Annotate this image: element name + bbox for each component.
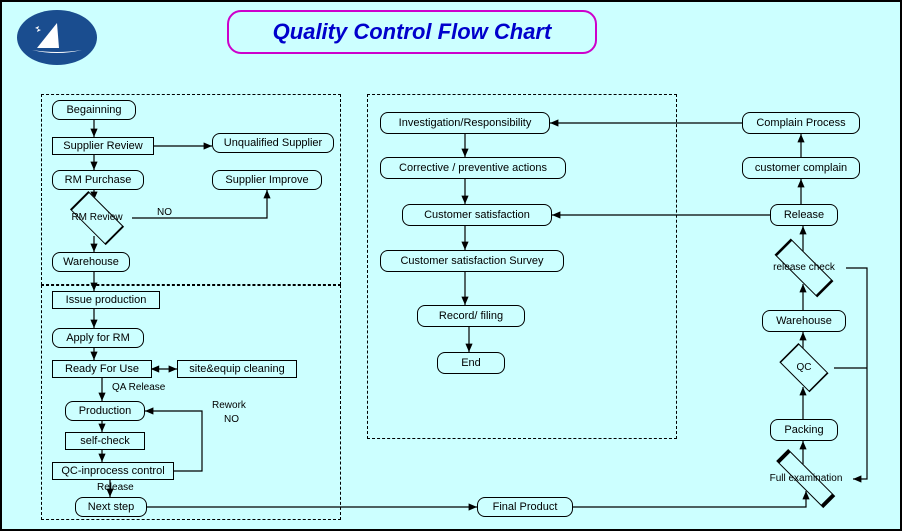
- complain-process: Complain Process: [742, 112, 860, 134]
- full-examination-label: Full examination: [759, 467, 853, 491]
- lbl-release: Release: [97, 482, 134, 493]
- company-logo: [17, 10, 97, 65]
- qc-inprocess: QC-inprocess control: [52, 462, 174, 480]
- lbl-qa-release: QA Release: [112, 382, 165, 393]
- cust-satisfaction: Customer satisfaction: [402, 204, 552, 226]
- rm-review-label: RM Review: [62, 200, 132, 236]
- lbl-no-1: NO: [157, 207, 172, 218]
- apply-for-rm: Apply for RM: [52, 328, 144, 348]
- chart-title-text: Quality Control Flow Chart: [273, 19, 552, 45]
- packing: Packing: [770, 419, 838, 441]
- rm-review: RM Review: [62, 200, 132, 236]
- site-equip-cleaning: site&equip cleaning: [177, 360, 297, 378]
- qc-label: QC: [774, 349, 834, 387]
- ready-for-use: Ready For Use: [52, 360, 152, 378]
- supplier-improve: Supplier Improve: [212, 170, 322, 190]
- record-filing: Record/ filing: [417, 305, 525, 327]
- full-examination: Full examination: [759, 467, 853, 491]
- supplier-review: Supplier Review: [52, 137, 154, 155]
- rm-purchase: RM Purchase: [52, 170, 144, 190]
- release: Release: [770, 204, 838, 226]
- self-check: self-check: [65, 432, 145, 450]
- issue-production: Issue production: [52, 291, 160, 309]
- lbl-rework: Rework: [212, 400, 246, 411]
- end: End: [437, 352, 505, 374]
- release-check-label: release check: [762, 252, 846, 284]
- customer-complain: customer complain: [742, 157, 860, 179]
- final-product: Final Product: [477, 497, 573, 517]
- corrective: Corrective / preventive actions: [380, 157, 566, 179]
- cust-survey: Customer satisfaction Survey: [380, 250, 564, 272]
- investigation: Investigation/Responsibility: [380, 112, 550, 134]
- warehouse-1: Warehouse: [52, 252, 130, 272]
- beginning: Begainning: [52, 100, 136, 120]
- next-step: Next step: [75, 497, 147, 517]
- edge-final-product-full-examination: [573, 491, 806, 507]
- chart-title: Quality Control Flow Chart: [227, 10, 597, 54]
- production: Production: [65, 401, 145, 421]
- unqualified-supplier: Unqualified Supplier: [212, 133, 334, 153]
- edge-release-check-side: [846, 268, 867, 479]
- qc: QC: [774, 349, 834, 387]
- warehouse-2: Warehouse: [762, 310, 846, 332]
- flowchart-canvas: Quality Control Flow Chart Begainning Sup…: [0, 0, 902, 531]
- release-check: release check: [762, 252, 846, 284]
- lbl-no-2: NO: [224, 414, 239, 425]
